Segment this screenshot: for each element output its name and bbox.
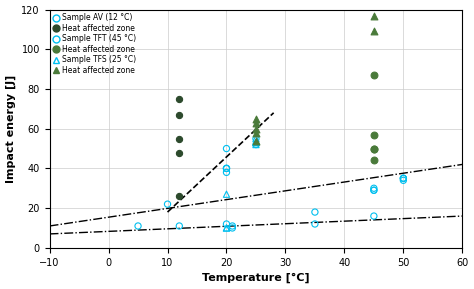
- Point: [223, 166, 230, 171]
- Point: [223, 192, 230, 197]
- Point: [252, 136, 260, 141]
- Point: [370, 188, 378, 192]
- Point: [400, 178, 407, 183]
- Point: [252, 126, 260, 131]
- Y-axis label: Impact energy [J]: Impact energy [J]: [6, 75, 16, 183]
- Point: [175, 224, 183, 228]
- Point: [370, 29, 378, 34]
- Point: [175, 136, 183, 141]
- Point: [370, 214, 378, 218]
- Point: [175, 194, 183, 199]
- Point: [311, 222, 319, 226]
- Point: [134, 224, 142, 228]
- Point: [175, 112, 183, 117]
- Point: [370, 188, 378, 192]
- Point: [370, 146, 378, 151]
- Point: [252, 136, 260, 141]
- Point: [400, 176, 407, 181]
- Point: [311, 210, 319, 214]
- Point: [223, 226, 230, 230]
- Point: [164, 202, 171, 206]
- Point: [223, 166, 230, 171]
- Point: [370, 132, 378, 137]
- Point: [252, 116, 260, 121]
- Point: [223, 170, 230, 175]
- Point: [252, 121, 260, 125]
- X-axis label: Temperature [°C]: Temperature [°C]: [202, 273, 310, 284]
- Legend: Sample AV (12 °C), Heat affected zone, Sample TFT (45 °C), Heat affected zone, S: Sample AV (12 °C), Heat affected zone, S…: [52, 12, 137, 77]
- Point: [370, 186, 378, 190]
- Point: [252, 138, 260, 143]
- Point: [175, 97, 183, 101]
- Point: [370, 13, 378, 18]
- Point: [252, 142, 260, 147]
- Point: [223, 226, 230, 230]
- Point: [228, 224, 236, 228]
- Point: [252, 140, 260, 145]
- Point: [252, 130, 260, 135]
- Point: [370, 73, 378, 77]
- Point: [223, 222, 230, 226]
- Point: [252, 140, 260, 145]
- Point: [223, 146, 230, 151]
- Point: [175, 150, 183, 155]
- Point: [228, 226, 236, 230]
- Point: [400, 176, 407, 181]
- Point: [370, 158, 378, 163]
- Point: [370, 146, 378, 151]
- Point: [400, 176, 407, 181]
- Point: [223, 166, 230, 171]
- Point: [252, 142, 260, 147]
